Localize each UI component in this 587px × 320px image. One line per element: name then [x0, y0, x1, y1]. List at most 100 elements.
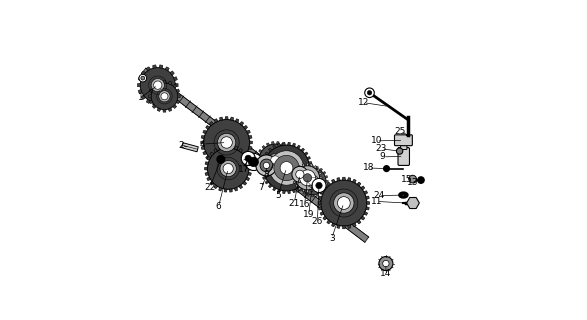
Polygon shape — [325, 176, 328, 178]
Polygon shape — [301, 148, 305, 152]
Polygon shape — [257, 154, 260, 157]
Polygon shape — [261, 162, 264, 164]
Polygon shape — [309, 172, 312, 174]
Polygon shape — [268, 148, 272, 152]
Polygon shape — [276, 177, 279, 180]
Text: 22: 22 — [204, 183, 215, 192]
Polygon shape — [317, 169, 320, 172]
Circle shape — [217, 133, 236, 152]
Circle shape — [409, 175, 417, 183]
Polygon shape — [278, 143, 281, 147]
Polygon shape — [141, 95, 146, 99]
Circle shape — [384, 166, 389, 172]
Polygon shape — [314, 187, 317, 190]
Polygon shape — [176, 100, 180, 104]
Circle shape — [263, 162, 269, 169]
Polygon shape — [175, 83, 178, 87]
Polygon shape — [153, 102, 157, 105]
Polygon shape — [342, 177, 345, 180]
Polygon shape — [247, 130, 250, 134]
Polygon shape — [323, 186, 327, 190]
Polygon shape — [149, 95, 151, 98]
Polygon shape — [146, 99, 151, 103]
Polygon shape — [407, 197, 419, 209]
Circle shape — [249, 157, 258, 167]
Polygon shape — [165, 99, 169, 103]
Text: 7: 7 — [258, 183, 264, 192]
Polygon shape — [318, 196, 322, 199]
Polygon shape — [307, 194, 309, 196]
Polygon shape — [248, 146, 252, 149]
Circle shape — [274, 155, 299, 180]
Text: 1: 1 — [138, 93, 143, 102]
Polygon shape — [205, 162, 208, 165]
Polygon shape — [246, 156, 249, 160]
Circle shape — [245, 155, 251, 162]
Polygon shape — [266, 175, 269, 179]
Polygon shape — [311, 189, 313, 192]
Polygon shape — [262, 176, 266, 180]
Polygon shape — [302, 189, 305, 192]
Polygon shape — [276, 141, 279, 144]
Polygon shape — [289, 168, 292, 172]
Polygon shape — [149, 89, 153, 93]
Polygon shape — [357, 182, 361, 186]
Polygon shape — [210, 152, 214, 156]
Text: 11: 11 — [370, 197, 382, 206]
Polygon shape — [294, 172, 296, 175]
Polygon shape — [311, 164, 313, 167]
Polygon shape — [210, 159, 214, 164]
Circle shape — [159, 91, 170, 102]
Text: 2: 2 — [178, 141, 184, 150]
Circle shape — [151, 83, 178, 110]
Polygon shape — [239, 159, 244, 164]
Polygon shape — [312, 195, 314, 197]
Polygon shape — [239, 185, 242, 189]
Polygon shape — [307, 166, 309, 169]
Polygon shape — [229, 189, 232, 192]
Polygon shape — [220, 164, 223, 168]
Polygon shape — [298, 184, 301, 187]
Polygon shape — [214, 119, 218, 123]
Polygon shape — [138, 77, 142, 81]
Polygon shape — [165, 67, 169, 71]
Text: 15: 15 — [401, 175, 412, 184]
Polygon shape — [272, 177, 274, 180]
Polygon shape — [299, 172, 302, 174]
Circle shape — [295, 166, 320, 190]
Polygon shape — [332, 179, 335, 183]
Text: 23: 23 — [376, 144, 387, 153]
Polygon shape — [219, 146, 222, 150]
Polygon shape — [314, 165, 317, 169]
Polygon shape — [141, 71, 146, 75]
Circle shape — [204, 120, 249, 165]
Polygon shape — [235, 163, 239, 166]
Polygon shape — [357, 220, 361, 224]
Polygon shape — [297, 180, 299, 182]
Polygon shape — [149, 100, 153, 104]
Polygon shape — [249, 141, 252, 144]
Polygon shape — [229, 145, 232, 148]
Polygon shape — [244, 125, 248, 129]
Polygon shape — [225, 165, 228, 168]
Polygon shape — [146, 67, 151, 71]
Polygon shape — [244, 156, 248, 159]
Polygon shape — [220, 117, 223, 121]
Polygon shape — [327, 182, 331, 186]
Circle shape — [161, 93, 168, 100]
Polygon shape — [210, 181, 214, 185]
Polygon shape — [178, 95, 180, 98]
Polygon shape — [205, 167, 208, 170]
Polygon shape — [319, 172, 322, 175]
Circle shape — [260, 159, 273, 172]
Polygon shape — [304, 180, 308, 184]
Circle shape — [140, 68, 176, 103]
Polygon shape — [259, 149, 262, 153]
Polygon shape — [283, 142, 285, 145]
Polygon shape — [152, 84, 156, 88]
Polygon shape — [262, 172, 265, 176]
Polygon shape — [316, 166, 318, 169]
Polygon shape — [205, 156, 210, 159]
Polygon shape — [176, 89, 180, 93]
Polygon shape — [304, 152, 308, 156]
